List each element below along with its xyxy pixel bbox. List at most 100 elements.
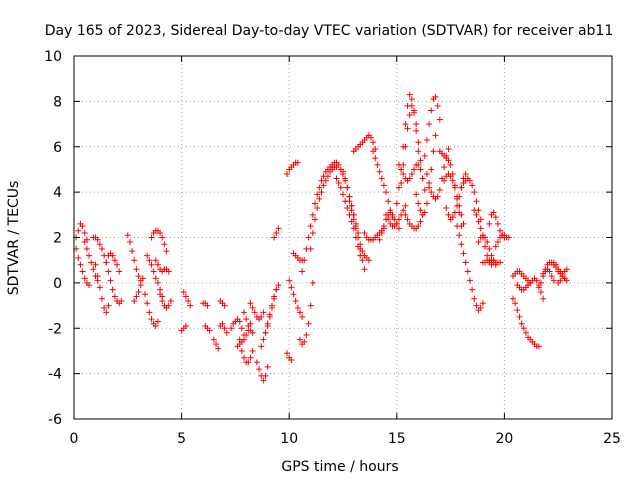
data-point: [165, 268, 172, 275]
data-point: [312, 200, 319, 207]
data-point: [497, 259, 504, 266]
series-arc-37: [307, 164, 340, 252]
data-point: [79, 223, 86, 230]
data-point: [148, 234, 155, 241]
series-arc-48: [398, 102, 426, 187]
data-point: [415, 161, 422, 168]
data-point: [268, 302, 275, 309]
y-tick-label: 0: [53, 276, 62, 292]
series-arc-04: [92, 261, 112, 316]
data-point: [512, 300, 519, 307]
data-point: [344, 184, 351, 191]
data-point: [374, 161, 381, 168]
data-point: [182, 293, 189, 300]
series-arc-64: [510, 295, 542, 350]
data-point: [81, 275, 88, 282]
data-point: [148, 316, 155, 323]
series-arc-26: [247, 300, 267, 323]
data-point: [307, 223, 314, 230]
data-point: [335, 180, 342, 187]
data-point: [475, 239, 482, 246]
data-point: [400, 207, 407, 214]
data-point: [357, 241, 364, 248]
series-arc-27: [253, 359, 271, 384]
data-point: [426, 180, 433, 187]
series-arc-29: [262, 282, 282, 336]
data-point: [105, 302, 112, 309]
data-point: [187, 302, 194, 309]
data-point: [299, 313, 306, 320]
data-point: [135, 273, 142, 280]
data-point: [258, 313, 265, 320]
data-point: [305, 234, 312, 241]
series-arc-52: [421, 93, 443, 159]
data-point: [395, 216, 402, 223]
data-point: [118, 298, 125, 305]
data-point: [333, 175, 340, 182]
data-point: [471, 295, 478, 302]
data-point: [79, 268, 86, 275]
data-point: [419, 175, 426, 182]
data-point: [553, 261, 560, 268]
data-point: [299, 268, 306, 275]
data-point: [462, 170, 469, 177]
series-arc-34: [290, 250, 306, 264]
series-arc-61: [479, 257, 504, 266]
data-point: [275, 282, 282, 289]
data-point: [249, 304, 256, 311]
data-point: [449, 214, 456, 221]
y-axis-label: SDTVAR / TECUs: [6, 181, 22, 296]
series-arc-20: [217, 298, 228, 309]
data-point: [408, 170, 415, 177]
data-point: [359, 248, 366, 255]
data-point: [432, 132, 439, 139]
x-tick-label: 25: [603, 431, 621, 447]
data-point: [245, 359, 252, 366]
data-point: [154, 261, 161, 268]
data-point: [309, 229, 316, 236]
data-point: [185, 298, 192, 305]
data-point: [443, 205, 450, 212]
data-point: [318, 189, 325, 196]
series-arc-70: [555, 266, 570, 286]
data-point: [167, 298, 174, 305]
series-arc-17: [200, 300, 211, 309]
chart-title: Day 165 of 2023, Sidereal Day-to-day VTE…: [45, 23, 614, 39]
data-point: [88, 259, 95, 266]
data-point: [92, 261, 99, 268]
data-point: [482, 243, 489, 250]
x-tick-labels: 0 5 10 15 20 25: [70, 431, 621, 447]
series-arc-13: [152, 257, 172, 275]
data-point: [415, 139, 422, 146]
data-point: [385, 216, 392, 223]
series-arc-14: [157, 291, 174, 311]
data-point: [430, 148, 437, 155]
data-point: [378, 175, 385, 182]
series-arc-36: [296, 279, 316, 348]
data-point: [135, 288, 142, 295]
data-point: [314, 191, 321, 198]
y-tick-label: 2: [53, 231, 62, 247]
data-point: [469, 286, 476, 293]
data-point: [258, 343, 265, 350]
data-point: [288, 284, 295, 291]
data-point: [83, 245, 90, 252]
data-point: [563, 266, 570, 273]
data-point: [402, 121, 409, 128]
data-point: [105, 268, 112, 275]
data-point: [540, 295, 547, 302]
data-point: [251, 309, 258, 316]
data-point: [303, 332, 310, 339]
data-point: [482, 234, 489, 241]
data-point: [292, 298, 299, 305]
data-point: [477, 304, 484, 311]
data-point: [460, 220, 467, 227]
data-point: [148, 261, 155, 268]
data-point: [370, 139, 377, 146]
x-tick-label: 10: [280, 431, 298, 447]
data-point: [458, 241, 465, 248]
data-point: [154, 279, 161, 286]
data-point: [486, 220, 493, 227]
data-point: [309, 211, 316, 218]
data-point: [221, 325, 228, 332]
